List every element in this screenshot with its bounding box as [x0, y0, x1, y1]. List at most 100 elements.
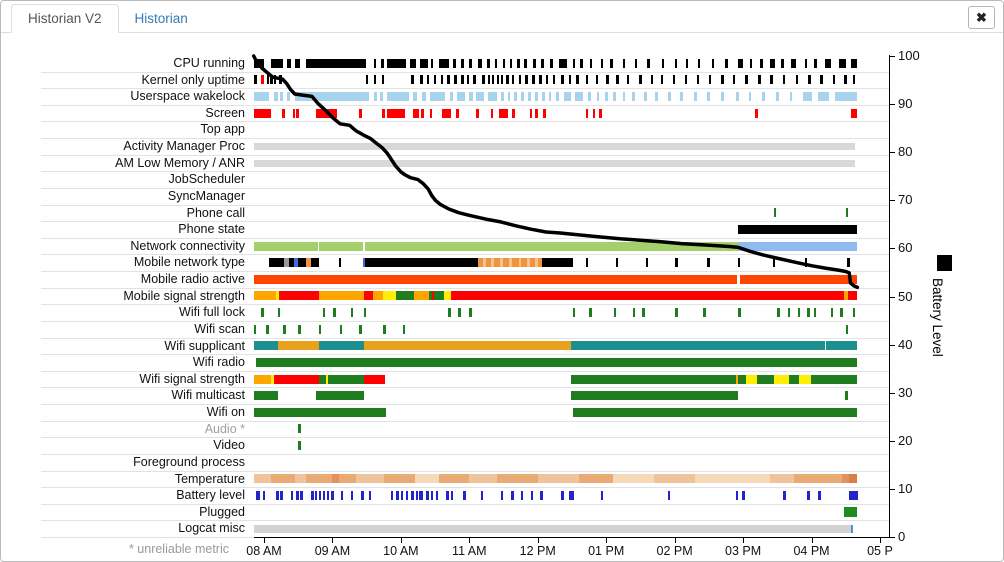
- bar-segment: [270, 75, 273, 85]
- bar-segment: [326, 490, 330, 500]
- bar-segment: [736, 92, 739, 102]
- x-tick-label: 03 PM: [725, 544, 762, 558]
- bar-segment: [775, 92, 779, 102]
- bar-segment: [276, 490, 279, 500]
- tab-historian[interactable]: Historian: [134, 11, 188, 26]
- bar-segment: [261, 75, 264, 85]
- bar-segment: [561, 490, 564, 500]
- bar-segment: [639, 75, 642, 85]
- bar-segment: [298, 324, 301, 334]
- bar-segment: [402, 324, 406, 334]
- row-separator: [41, 320, 889, 322]
- bar-segment: [509, 258, 512, 268]
- bar-segment: [469, 58, 473, 68]
- bar-segment: [737, 258, 741, 268]
- bar-segment: [488, 92, 497, 102]
- row-label: Kernel only uptime: [141, 72, 245, 87]
- bar-segment: [655, 92, 659, 102]
- bar-segment: [356, 474, 384, 484]
- bar-segment: [772, 258, 775, 268]
- bar-segment: [552, 75, 556, 85]
- row-label: Wifi full lock: [179, 305, 245, 320]
- bar-segment: [461, 75, 464, 85]
- bar-segment: [332, 474, 340, 484]
- bar-segment: [738, 241, 858, 251]
- bar-segment: [359, 108, 362, 118]
- bar-segment: [532, 58, 537, 68]
- bar-segment: [318, 490, 322, 500]
- row-separator: [41, 304, 889, 306]
- bar-segment: [457, 92, 466, 102]
- bar-segment: [339, 324, 343, 334]
- bar-segment: [749, 58, 753, 68]
- bar-segment: [327, 374, 364, 384]
- row-label: JobScheduler: [168, 172, 245, 187]
- row-separator: [41, 487, 889, 489]
- bar-segment: [550, 58, 553, 68]
- bar-segment: [253, 92, 270, 102]
- bar-segment: [452, 58, 456, 68]
- bar-segment: [253, 241, 319, 251]
- bar-segment: [270, 374, 275, 384]
- bar-segment: [421, 108, 425, 118]
- bar-segment: [521, 92, 525, 102]
- bar-segment: [535, 258, 538, 268]
- row-label: Mobile radio active: [140, 272, 245, 287]
- bar-segment: [420, 75, 423, 85]
- bar-segment: [253, 291, 276, 301]
- bar-segment: [268, 258, 284, 268]
- bar-segment: [300, 490, 303, 500]
- x-tick-label: 10 AM: [383, 544, 419, 558]
- bar-segment: [350, 490, 354, 500]
- bar-segment: [447, 75, 450, 85]
- row-label: Wifi multicast: [171, 388, 245, 403]
- bar-segment: [270, 58, 284, 68]
- bar-segment: [253, 407, 386, 417]
- bar-segment: [275, 291, 280, 301]
- x-axis-tick: [400, 537, 402, 543]
- bar-segment: [506, 75, 509, 85]
- bar-segment: [541, 58, 544, 68]
- bar-segment: [758, 75, 761, 85]
- bar-segment: [667, 92, 671, 102]
- bar-segment: [535, 108, 538, 118]
- bar-segment: [742, 490, 745, 500]
- bar-segment: [563, 92, 571, 102]
- y-tick-label: 100: [898, 48, 920, 63]
- bar-segment: [825, 58, 831, 68]
- bar-segment: [540, 490, 543, 500]
- bar-segment: [737, 374, 746, 384]
- bar-segment: [255, 490, 259, 500]
- bar-segment: [537, 474, 579, 484]
- bar-segment: [642, 308, 645, 318]
- bar-segment: [622, 92, 626, 102]
- bar-segment: [528, 92, 531, 102]
- bar-segment: [773, 374, 789, 384]
- bar-segment: [524, 58, 527, 68]
- close-button[interactable]: ✖: [968, 6, 995, 29]
- bar-segment: [414, 474, 439, 484]
- bar-segment: [616, 75, 619, 85]
- x-tick-label: 12 PM: [519, 544, 556, 558]
- bar-segment: [373, 75, 376, 85]
- bar-segment: [322, 490, 326, 500]
- bar-segment: [487, 58, 490, 68]
- bar-segment: [842, 474, 850, 484]
- row-separator: [41, 520, 889, 522]
- bar-segment: [850, 524, 854, 533]
- bar-segment: [438, 58, 449, 68]
- bar-segment: [755, 108, 759, 118]
- bar-segment: [798, 374, 811, 384]
- bar-segment: [496, 474, 538, 484]
- bar-segment: [810, 374, 858, 384]
- bar-segment: [599, 108, 602, 118]
- bar-segment: [294, 474, 307, 484]
- row-label: Wifi supplicant: [164, 338, 245, 353]
- bar-segment: [340, 490, 344, 500]
- bar-segment: [274, 374, 319, 384]
- bar-segment: [693, 92, 697, 102]
- bar-segment: [571, 490, 574, 500]
- bar-segment: [813, 308, 817, 318]
- tab-historian-v2[interactable]: Historian V2: [11, 4, 119, 33]
